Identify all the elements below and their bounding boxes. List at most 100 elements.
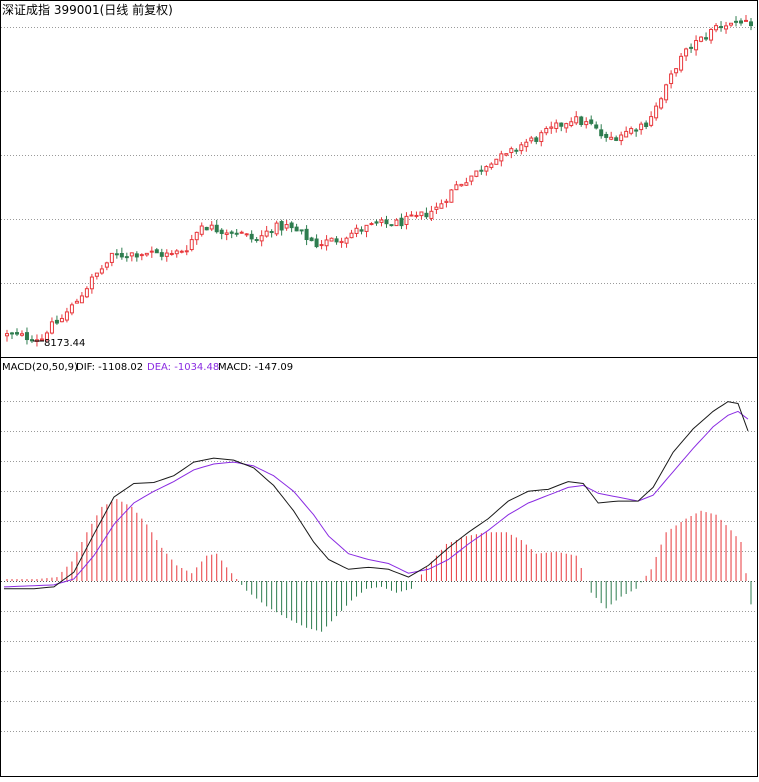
candle-body-down — [739, 20, 744, 24]
candle-body-up — [329, 237, 334, 242]
candle-body-down — [279, 221, 284, 231]
candle-body-down — [399, 217, 404, 227]
candle-body-up — [574, 116, 579, 124]
candle-body-down — [234, 232, 239, 235]
candle-body-down — [614, 137, 619, 141]
candle-body-up — [74, 300, 79, 304]
candle-body-up — [89, 276, 94, 290]
candle-body-up — [469, 175, 474, 182]
candle-body-up — [439, 203, 444, 209]
candle-body-up — [349, 232, 354, 239]
candle-body-down — [734, 20, 739, 23]
candle-body-up — [39, 338, 44, 341]
candle-body-up — [474, 170, 479, 177]
candle-body-up — [239, 231, 244, 234]
candle-body-up — [144, 252, 149, 256]
candle-body-up — [649, 116, 654, 126]
candle-body-up — [529, 137, 534, 142]
candle-body-up — [664, 84, 669, 101]
candle-body-down — [749, 21, 753, 27]
candle-body-up — [699, 36, 704, 42]
candle-body-up — [669, 73, 674, 85]
candle-body-down — [159, 252, 164, 257]
candle-body-up — [619, 134, 624, 142]
candle-body-down — [424, 212, 429, 218]
candle-body-up — [339, 240, 344, 244]
candle-body-down — [359, 229, 364, 232]
candle-body-up — [404, 215, 409, 225]
candle-body-down — [334, 238, 339, 243]
candle-body-down — [114, 253, 119, 256]
candle-body-down — [154, 249, 159, 254]
candle-body-down — [559, 122, 564, 127]
macd-histogram — [6, 499, 752, 632]
candle-body-up — [284, 224, 289, 229]
candle-body-up — [354, 227, 359, 234]
candle-body-up — [194, 231, 199, 241]
candle-body-up — [724, 25, 729, 30]
candle-body-down — [204, 226, 209, 231]
candle-body-up — [5, 333, 9, 337]
candle-body-up — [584, 121, 589, 126]
candle-body-up — [409, 214, 414, 217]
candle-body-up — [109, 252, 114, 263]
candle-body-up — [139, 254, 144, 257]
candle-body-up — [524, 141, 529, 148]
candle-body-down — [289, 222, 294, 229]
candle-body-up — [169, 252, 174, 255]
candle-body-down — [579, 116, 584, 126]
candle-body-up — [199, 225, 204, 235]
candle-body-down — [14, 332, 19, 335]
candle-body-up — [464, 182, 469, 186]
candle-body-up — [509, 148, 514, 154]
candle-body-down — [384, 219, 389, 225]
candle-body-up — [484, 166, 489, 172]
candle-body-up — [624, 130, 629, 138]
candle-body-up — [554, 122, 559, 129]
candle-body-down — [604, 133, 609, 138]
candle-body-down — [374, 221, 379, 224]
candle-body-up — [609, 136, 614, 140]
candle-body-down — [389, 224, 394, 227]
candle-body-up — [259, 235, 264, 242]
candle-body-up — [504, 153, 509, 156]
candle-body-up — [244, 233, 249, 236]
candle-body-down — [644, 122, 649, 128]
candle-body-up — [684, 48, 689, 57]
price-title: 深证成指 399001(日线 前复权) — [2, 2, 173, 17]
candle-body-up — [324, 239, 329, 247]
candle-body-down — [24, 332, 29, 341]
candle-body-down — [9, 332, 14, 335]
candle-body-down — [304, 228, 309, 241]
candle-body-up — [694, 40, 699, 51]
candle-body-up — [569, 121, 574, 127]
candle-body-down — [294, 226, 299, 232]
dif-value: DIF: -1108.02 — [76, 362, 143, 373]
candle-body-down — [309, 237, 314, 242]
candle-body-up — [429, 210, 434, 219]
candle-body-up — [59, 317, 64, 323]
candle-body-down — [719, 26, 724, 29]
candle-body-up — [714, 25, 719, 31]
dea-line — [3, 410, 749, 588]
dea-value: DEA: -1034.48 — [147, 362, 219, 373]
macd-params: MACD(20,50,9) — [2, 362, 78, 373]
candle-body-up — [674, 68, 679, 74]
candle-body-up — [364, 224, 369, 232]
candle-body-up — [454, 184, 459, 191]
candle-body-up — [544, 127, 549, 134]
candle-body-down — [29, 339, 34, 342]
candle-body-up — [459, 183, 464, 187]
low-marker: 8173.44 — [33, 338, 85, 349]
candle-body-up — [64, 311, 69, 321]
candle-body-up — [19, 333, 24, 336]
candle-body-up — [369, 223, 374, 226]
candle-body-down — [689, 46, 694, 49]
candle-body-up — [679, 55, 684, 71]
candle-body-up — [179, 250, 184, 253]
candle-body-up — [639, 123, 644, 131]
candle-body-up — [49, 321, 54, 334]
candle-body-up — [94, 272, 99, 277]
